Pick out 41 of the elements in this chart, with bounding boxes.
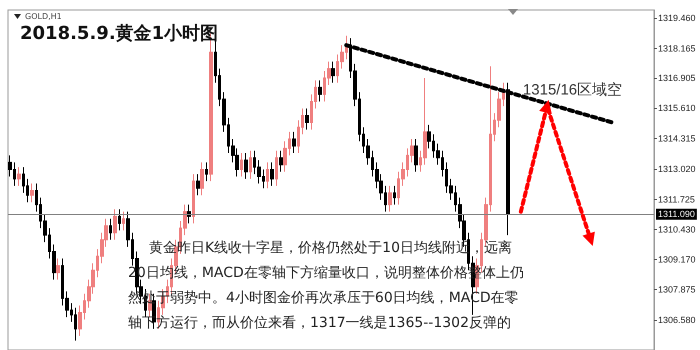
y-tick-label: 1319.460: [658, 12, 696, 23]
candlestick: [196, 174, 200, 196]
candlestick: [56, 258, 60, 280]
candlestick: [270, 162, 274, 186]
candlestick: [305, 108, 309, 130]
series-label: 1315/16区域空: [522, 82, 622, 99]
candlestick: [74, 307, 77, 342]
candlestick: [240, 152, 243, 177]
candlestick: [388, 185, 392, 212]
candlestick: [249, 150, 252, 180]
candlestick: [266, 162, 269, 189]
candlestick: [192, 174, 195, 224]
y-tick-label: 1318.165: [658, 43, 696, 54]
candlestick: [122, 211, 125, 231]
candlestick: [200, 162, 204, 196]
text: 2018.5.9.黄金1小时图: [20, 22, 218, 45]
y-tick-label: 1315.610: [658, 103, 696, 114]
candlestick: [244, 152, 248, 180]
candlestick: [118, 208, 121, 231]
y-tick-label: 1307.875: [658, 284, 696, 295]
ref-line-label: 1311.090: [658, 209, 695, 220]
candlestick: [109, 218, 112, 240]
candlestick: [279, 150, 283, 172]
candlestick: [292, 131, 296, 154]
y-tick-label: 1313.020: [658, 164, 696, 174]
candlestick: [331, 61, 335, 84]
candlestick: [113, 208, 117, 240]
candlestick: [393, 185, 396, 206]
y-tick-label: 1316.905: [658, 72, 696, 83]
y-tick-label: 1311.725: [658, 194, 695, 204]
chart-subtitle: GOLD,H1: [25, 12, 62, 21]
candlestick: [30, 183, 34, 203]
candlestick: [318, 80, 322, 102]
candlestick: [275, 150, 278, 186]
y-tick-label: 1314.315: [658, 134, 696, 144]
candlestick: [17, 166, 21, 186]
y-tick-label: 1310.430: [658, 224, 696, 235]
candlestick: [414, 138, 418, 172]
y-tick-label: 1306.580: [658, 314, 696, 325]
y-tick-label: 1309.170: [658, 254, 696, 264]
candlestick: [205, 162, 208, 182]
